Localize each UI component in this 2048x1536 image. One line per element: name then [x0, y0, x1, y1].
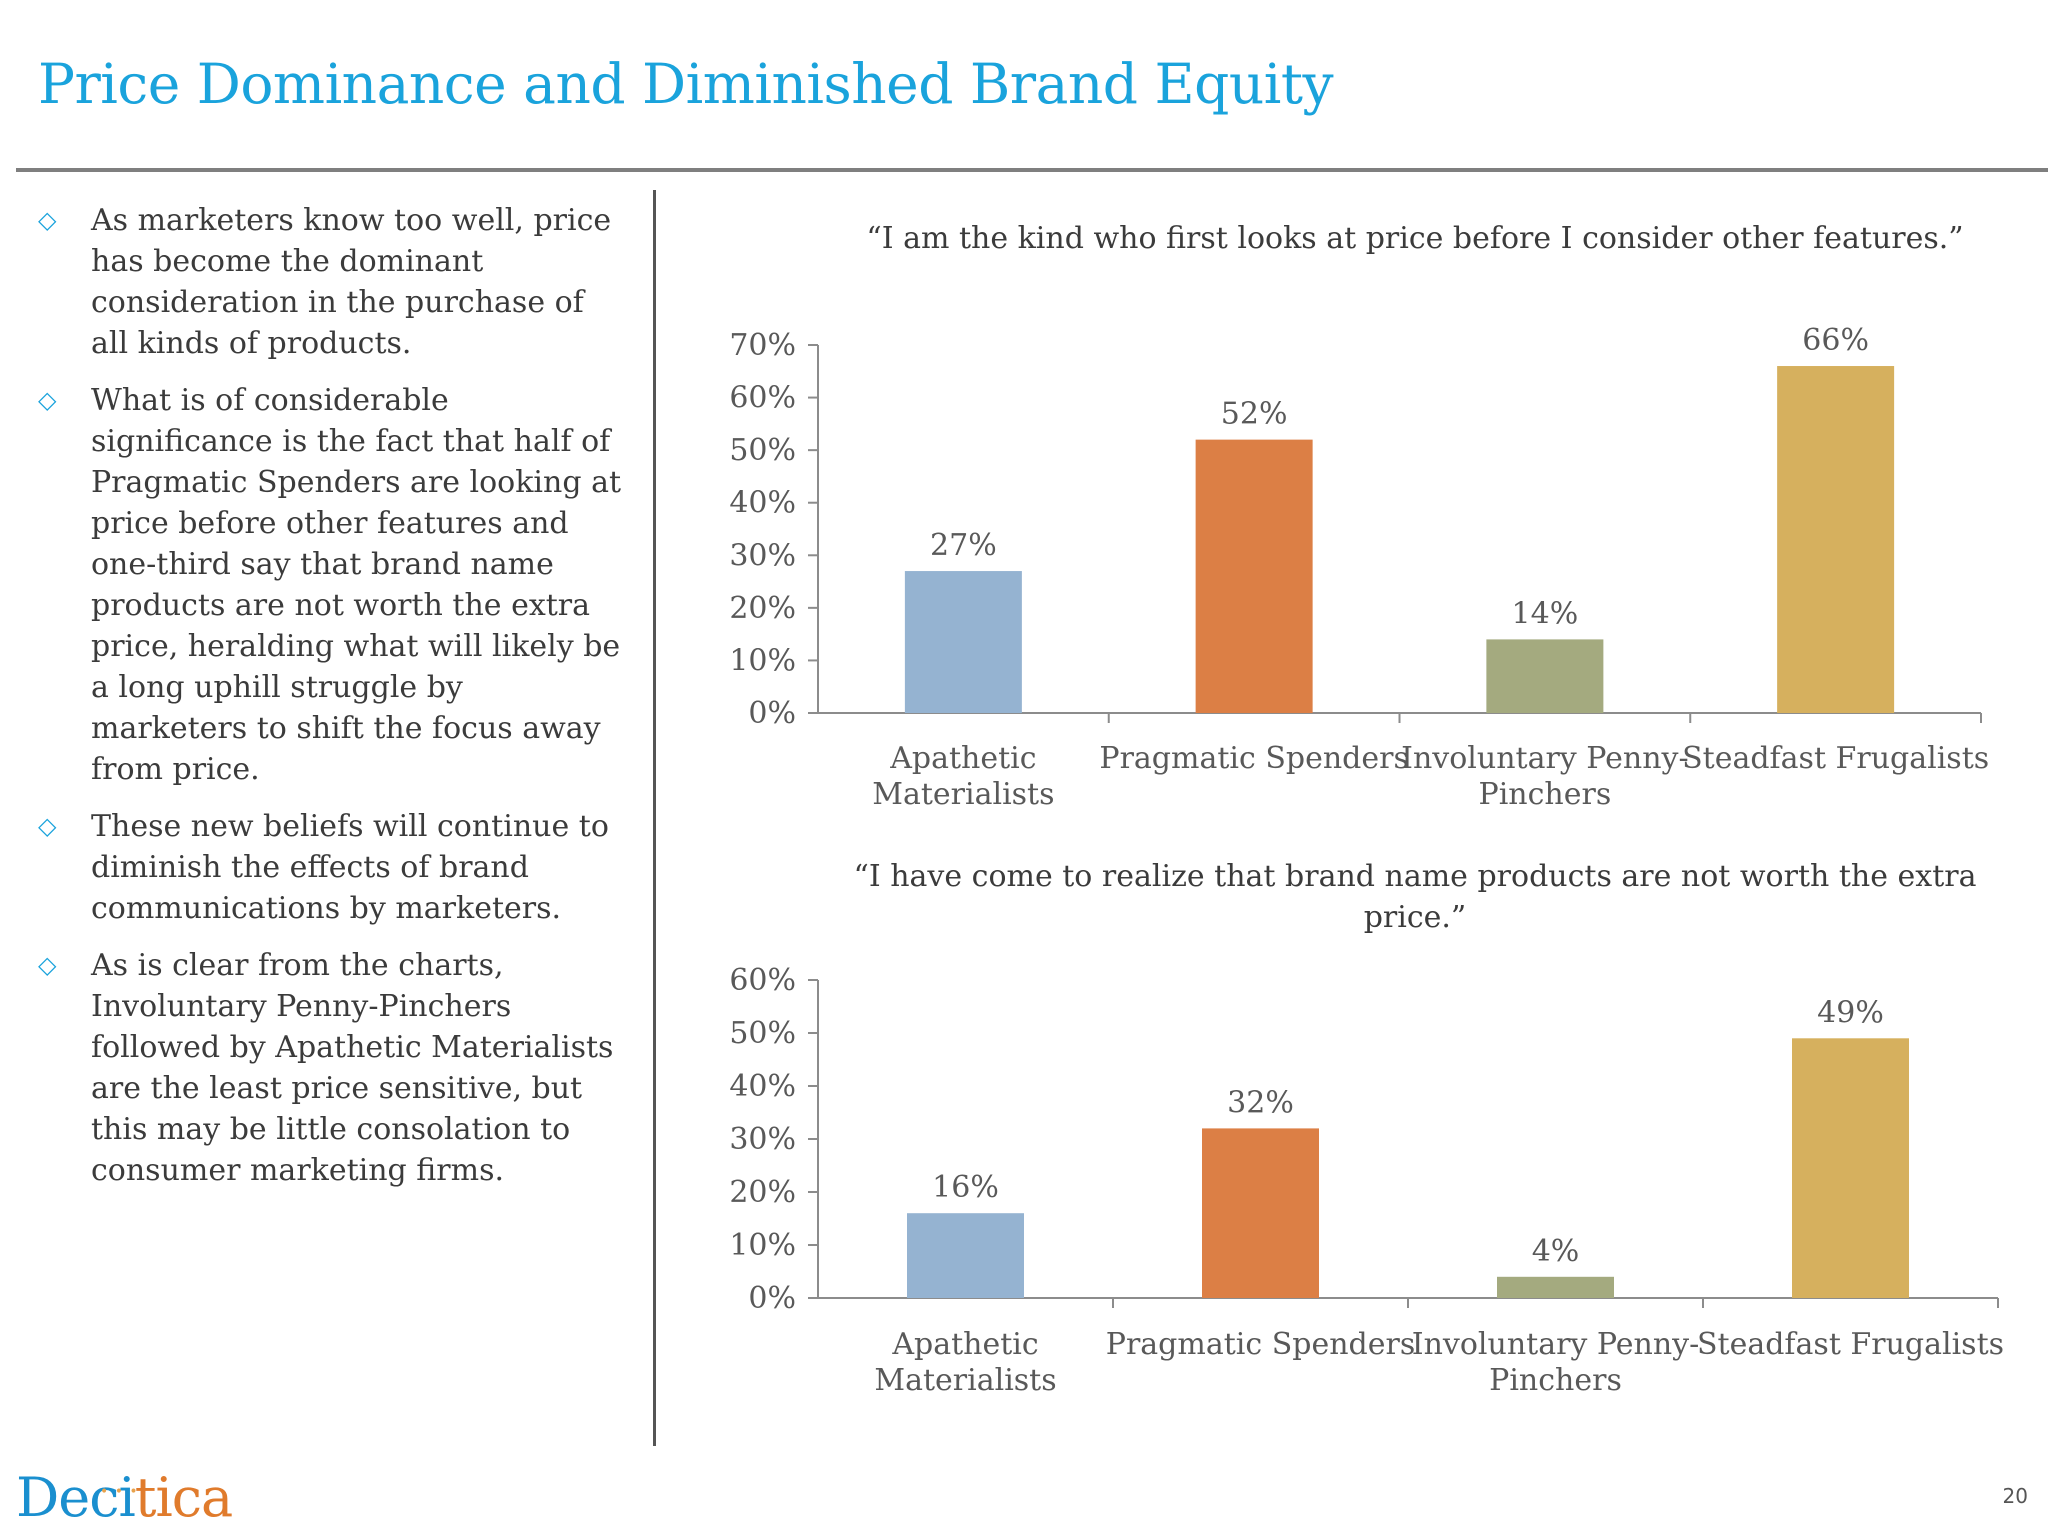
- bullet-text: These new beliefs will continue to dimin…: [91, 809, 609, 926]
- chart-2-value-label: 49%: [1817, 995, 1884, 1030]
- chart-2-y-tick-label: 0%: [748, 1281, 796, 1316]
- bullet-text: As marketers know too well, price has be…: [91, 203, 612, 361]
- chart-2-y-tick-label: 10%: [729, 1228, 796, 1263]
- slide-title: Price Dominance and Diminished Brand Equ…: [38, 52, 1334, 116]
- chart-1-category-label: Materialists: [872, 777, 1054, 812]
- chart-1-y-tick-label: 70%: [729, 328, 796, 363]
- bullet-item: ◇ What is of considerable significance i…: [38, 380, 628, 790]
- bullet-list: ◇ As marketers know too well, price has …: [38, 200, 628, 1207]
- chart-2-bar: [1202, 1128, 1319, 1298]
- chart-1-y-tick-label: 10%: [729, 643, 796, 678]
- chart-2-title: “I have come to realize that brand name …: [853, 859, 1977, 935]
- chart-2-value-label: 4%: [1532, 1234, 1580, 1269]
- chart-1-value-label: 52%: [1221, 397, 1288, 432]
- bullet-text: As is clear from the charts, Involuntary…: [91, 948, 614, 1188]
- chart-1-value-label: 27%: [930, 528, 997, 563]
- chart-1-y-tick-label: 40%: [729, 486, 796, 521]
- chart-2-bar: [1497, 1276, 1614, 1298]
- title-divider: [16, 168, 2048, 172]
- chart-1-bar: [1777, 366, 1895, 713]
- chart-2-y-tick-label: 60%: [729, 963, 796, 998]
- decitica-logo: • • • Decitica: [16, 1466, 233, 1529]
- chart-2-bar: [907, 1213, 1024, 1298]
- chart-1-category-label: Pragmatic Spenders: [1099, 741, 1408, 776]
- chart-2-value-label: 16%: [932, 1170, 999, 1205]
- chart-1-category-label: Apathetic: [889, 741, 1036, 776]
- chart-1-y-tick-label: 0%: [748, 696, 796, 731]
- column-divider: [653, 190, 656, 1446]
- chart-2-bar: [1792, 1038, 1909, 1298]
- chart-1-y-tick-label: 20%: [729, 591, 796, 626]
- chart-1-bar: [1486, 639, 1604, 713]
- bullet-text: What is of considerable significance is …: [91, 383, 622, 787]
- chart-1-y-tick-label: 30%: [729, 538, 796, 573]
- chart-2-category-label: Steadfast Frugalists: [1697, 1327, 2004, 1362]
- chart-1-title: “I am the kind who first looks at price …: [866, 221, 1964, 256]
- chart-1-y-tick-label: 50%: [729, 433, 796, 468]
- chart-1-category-label: Involuntary Penny-: [1401, 741, 1689, 776]
- chart-1-category-label: Pinchers: [1479, 777, 1612, 812]
- chart-2-y-tick-label: 40%: [729, 1069, 796, 1104]
- chart-1-y-tick-label: 60%: [729, 381, 796, 416]
- chart-2-category-label: Pinchers: [1489, 1363, 1622, 1398]
- chart-1-value-label: 14%: [1512, 596, 1579, 631]
- logo-text-part-1: Deci: [16, 1466, 136, 1529]
- diamond-outline-icon: ◇: [38, 812, 57, 840]
- bullet-item: ◇ As marketers know too well, price has …: [38, 200, 628, 364]
- page-number: 20: [2002, 1484, 2028, 1508]
- chart-1-category-label: Steadfast Frugalists: [1682, 741, 1989, 776]
- diamond-outline-icon: ◇: [38, 206, 57, 234]
- diamond-outline-icon: ◇: [38, 386, 57, 414]
- chart-2-y-tick-label: 30%: [729, 1122, 796, 1157]
- chart-2-category-label: Pragmatic Spenders: [1106, 1327, 1415, 1362]
- bullet-item: ◇ These new beliefs will continue to dim…: [38, 806, 628, 929]
- chart-2-y-tick-label: 20%: [729, 1175, 796, 1210]
- chart-2-category-label: Materialists: [874, 1363, 1056, 1398]
- chart-2-y-tick-label: 50%: [729, 1016, 796, 1051]
- chart-2-value-label: 32%: [1227, 1085, 1294, 1120]
- chart-2-category-label: Apathetic: [891, 1327, 1038, 1362]
- logo-dots-icon: • • •: [100, 1484, 139, 1500]
- logo-text-part-2: tica: [134, 1466, 233, 1529]
- chart-1-value-label: 66%: [1802, 323, 1869, 358]
- diamond-outline-icon: ◇: [38, 951, 57, 979]
- bullet-item: ◇ As is clear from the charts, Involunta…: [38, 945, 628, 1191]
- chart-2-category-label: Involuntary Penny-: [1412, 1327, 1700, 1362]
- chart-1-bar: [904, 571, 1022, 713]
- chart-1-bar: [1195, 439, 1313, 713]
